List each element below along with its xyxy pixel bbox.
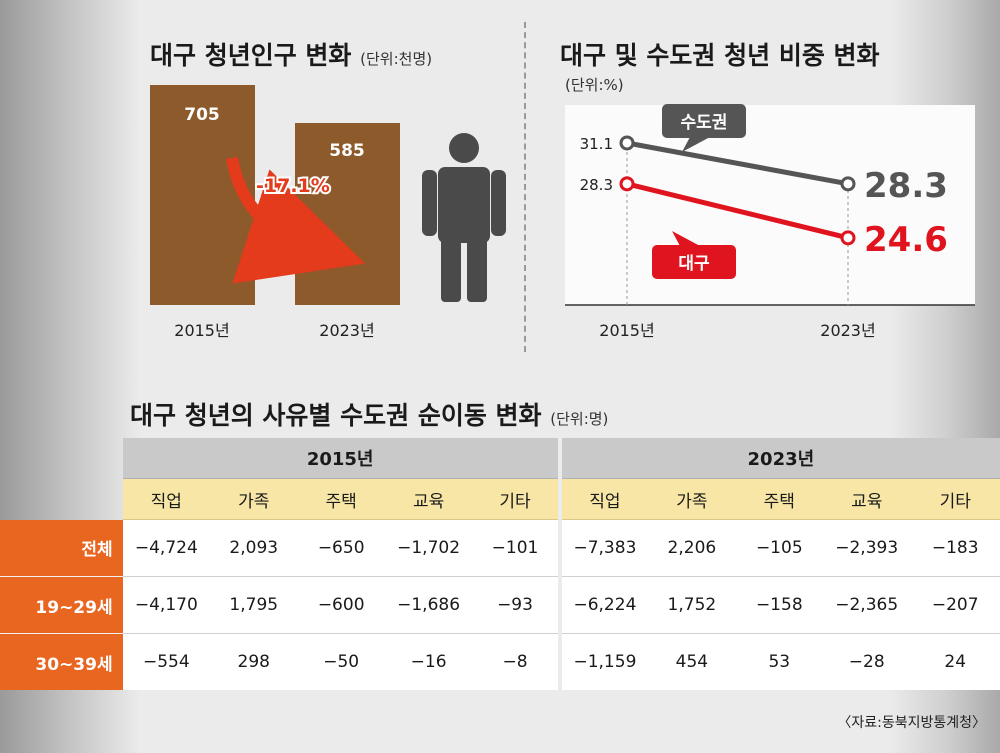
table-cell: −158 [735,576,823,634]
table-cell: −7,383 [557,519,649,577]
table-cell: −93 [472,576,560,634]
category-header: 직업 [122,478,211,520]
category-header: 가족 [648,478,736,520]
decline-percent-label: -17.1% [256,175,330,197]
legend-daegu: 대구 [652,231,736,279]
table-title: 대구 청년의 사유별 수도권 순이동 변화 (단위:명) [130,396,608,432]
bar-chart-title: 대구 청년인구 변화 (단위:천명) [150,36,432,72]
legend-capital-area-label: 수도권 [681,113,728,133]
category-header: 교육 [384,478,473,520]
point-capital-area-1 [840,176,856,192]
migration-table: 2015년 2023년 직업 가족 주택 교육 기타 직업 가족 주택 교육 기… [0,438,1000,690]
table-unit: (단위:명) [550,410,609,428]
table-cell: −1,686 [384,576,473,634]
row-label-19-29: 19~29세 [0,576,123,634]
legend-daegu-label: 대구 [678,254,710,274]
person-icon [422,133,506,302]
source-note: 〈자료:동북지방통계청〉 [837,715,986,731]
table-cell: −1,702 [384,519,473,577]
data-label-daegu-0: 28.3 [580,176,613,194]
table-cell: −4,170 [122,576,211,634]
table-cell: 1,795 [210,576,298,634]
line-chart-plot-area [565,105,975,305]
category-header: 주택 [735,478,823,520]
table-cell: 298 [210,633,298,690]
bar-chart: 705 585 -17.1% 2015년 2023년 [150,85,506,340]
table-row: 30~39세 −554 298 −50 −16 −8 −1,159 454 53… [0,633,1000,690]
point-daegu-0 [619,176,635,192]
year-header-2015: 2015년 [122,438,560,479]
category-header: 교육 [823,478,911,520]
category-header: 가족 [210,478,298,520]
table-cell: −183 [910,519,1000,577]
bar-value-label-2015: 705 [184,105,220,125]
table-cell: −16 [384,633,473,690]
table-row: 전체 −4,724 2,093 −650 −1,702 −101 −7,383 … [0,519,1000,577]
table-cell: −554 [122,633,211,690]
bar-value-label-2023: 585 [329,141,365,161]
table-cell: −50 [297,633,385,690]
bar-chart-unit: (단위:천명) [360,50,433,68]
panel-divider [524,22,526,352]
category-header-row: 직업 가족 주택 교육 기타 직업 가족 주택 교육 기타 [0,478,1000,520]
category-header: 기타 [472,478,560,520]
series-line-daegu [626,181,849,241]
data-label-capital-area-1: 28.3 [864,166,948,206]
line-chart: 31.1 28.3 28.3 24.6 수도권 대구 2015년 2023년 [565,104,975,340]
category-header: 기타 [910,478,1000,520]
table-cell: 454 [648,633,736,690]
table-cell: −101 [472,519,560,577]
legend-capital-area: 수도권 [662,104,746,152]
table-cell: 1,752 [648,576,736,634]
table-cell: −8 [472,633,560,690]
table-cell: 2,206 [648,519,736,577]
year-header-2023: 2023년 [557,438,1000,479]
table-row: 19~29세 −4,170 1,795 −600 −1,686 −93 −6,2… [0,576,1000,634]
table-cell: −4,724 [122,519,211,577]
decline-arrow [226,156,366,284]
bar-chart-title-text: 대구 청년인구 변화 [150,41,352,70]
category-header: 직업 [557,478,649,520]
table-cell: −207 [910,576,1000,634]
table-title-text: 대구 청년의 사유별 수도권 순이동 변화 [130,401,542,430]
year-header-row: 2015년 2023년 [0,438,1000,479]
table-cell: 53 [735,633,823,690]
data-label-daegu-1: 24.6 [864,220,948,260]
table-cell: −600 [297,576,385,634]
series-line-capital-area [626,140,849,187]
row-label-total: 전체 [0,519,123,577]
line-axis-label-2023: 2023년 [820,321,875,340]
line-chart-unit: (단위:%) [565,76,624,94]
row-label-30-39: 30~39세 [0,633,123,690]
table-cell: −6,224 [557,576,649,634]
line-axis-label-2015: 2015년 [599,321,654,340]
table-cell: 2,093 [210,519,298,577]
point-daegu-1 [840,230,856,246]
bar-axis-label-2015: 2015년 [174,321,229,340]
category-header: 주택 [297,478,385,520]
table-cell: −1,159 [557,633,649,690]
table-cell: −105 [735,519,823,577]
line-chart-title: 대구 및 수도권 청년 비중 변화 [560,41,880,70]
table-cell: 24 [910,633,1000,690]
point-capital-area-0 [619,135,635,151]
data-label-capital-area-0: 31.1 [580,135,613,153]
table-cell: −28 [823,633,911,690]
table-cell: −2,365 [823,576,911,634]
bar-axis-label-2023: 2023년 [319,321,374,340]
table-cell: −650 [297,519,385,577]
table-cell: −2,393 [823,519,911,577]
